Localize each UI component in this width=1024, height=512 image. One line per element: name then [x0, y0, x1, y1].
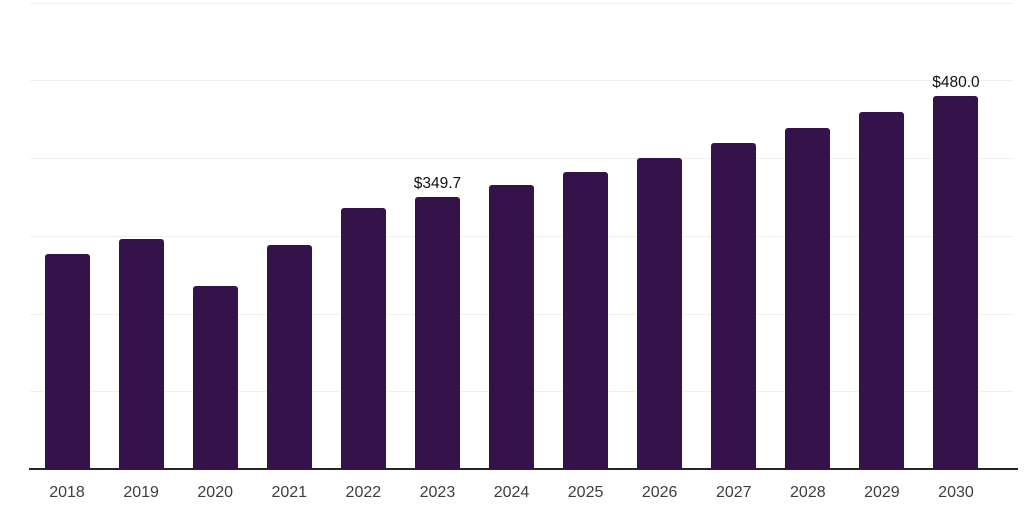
x-tick-label-2025: 2025	[567, 484, 604, 501]
bar-2026	[637, 157, 683, 469]
data-label-2023: $349.7	[413, 175, 462, 193]
bar-slot-2022	[326, 0, 400, 469]
x-tick-label-2018: 2018	[49, 484, 85, 501]
bar-2025	[563, 171, 609, 469]
bar-2023	[414, 197, 460, 469]
x-tick-label-2022: 2022	[345, 484, 382, 501]
x-tick-label-2021: 2021	[271, 484, 308, 501]
bar-2018	[44, 254, 90, 469]
x-tick-label-2023: 2023	[419, 484, 456, 501]
bar-2020	[192, 286, 238, 469]
x-tick-label-2029: 2029	[864, 484, 900, 501]
data-label-2030: $480.0	[932, 73, 980, 91]
x-tick-label-2020: 2020	[197, 484, 233, 501]
bar-2029	[859, 112, 905, 469]
bar-2027	[711, 143, 757, 469]
bar-slot-2028	[771, 0, 845, 469]
gridline-500	[30, 80, 1014, 82]
bar-slot-2024	[474, 0, 548, 469]
bar-slot-2021	[252, 0, 326, 469]
x-tick-label-2030: 2030	[938, 484, 974, 501]
bar-slot-2026	[623, 0, 697, 469]
bar-slot-2029	[845, 0, 919, 469]
x-axis-labels: 2018 2019 2020 2021 2022 2023 2024 2025 2026 2027…	[30, 484, 993, 502]
x-tick-label-2028: 2028	[790, 484, 826, 501]
x-tick-label-2026: 2026	[641, 484, 678, 501]
bar-2022	[340, 208, 386, 469]
bar-2028	[785, 128, 831, 469]
bars-container: $349.7 $480.0	[30, 0, 993, 469]
bar-slot-2018	[30, 0, 104, 469]
x-tick-label-2027: 2027	[715, 484, 752, 501]
bar-2019	[118, 239, 164, 469]
bar-2021	[266, 245, 312, 469]
bar-slot-2025	[549, 0, 623, 469]
gridline-400	[30, 158, 1014, 160]
bar-slot-2027	[697, 0, 771, 469]
gridline-600	[30, 2, 1014, 4]
bar-slot-2030: $480.0	[919, 0, 993, 469]
bar-2024	[489, 184, 534, 469]
bar-2030	[933, 95, 979, 469]
x-axis-line	[29, 468, 1018, 470]
bar-slot-2020	[178, 0, 252, 469]
bar-slot-2019	[104, 0, 178, 469]
x-tick-label-2024: 2024	[493, 484, 530, 501]
bar-slot-2023: $349.7	[400, 0, 474, 469]
x-tick-label-2019: 2019	[123, 484, 159, 501]
